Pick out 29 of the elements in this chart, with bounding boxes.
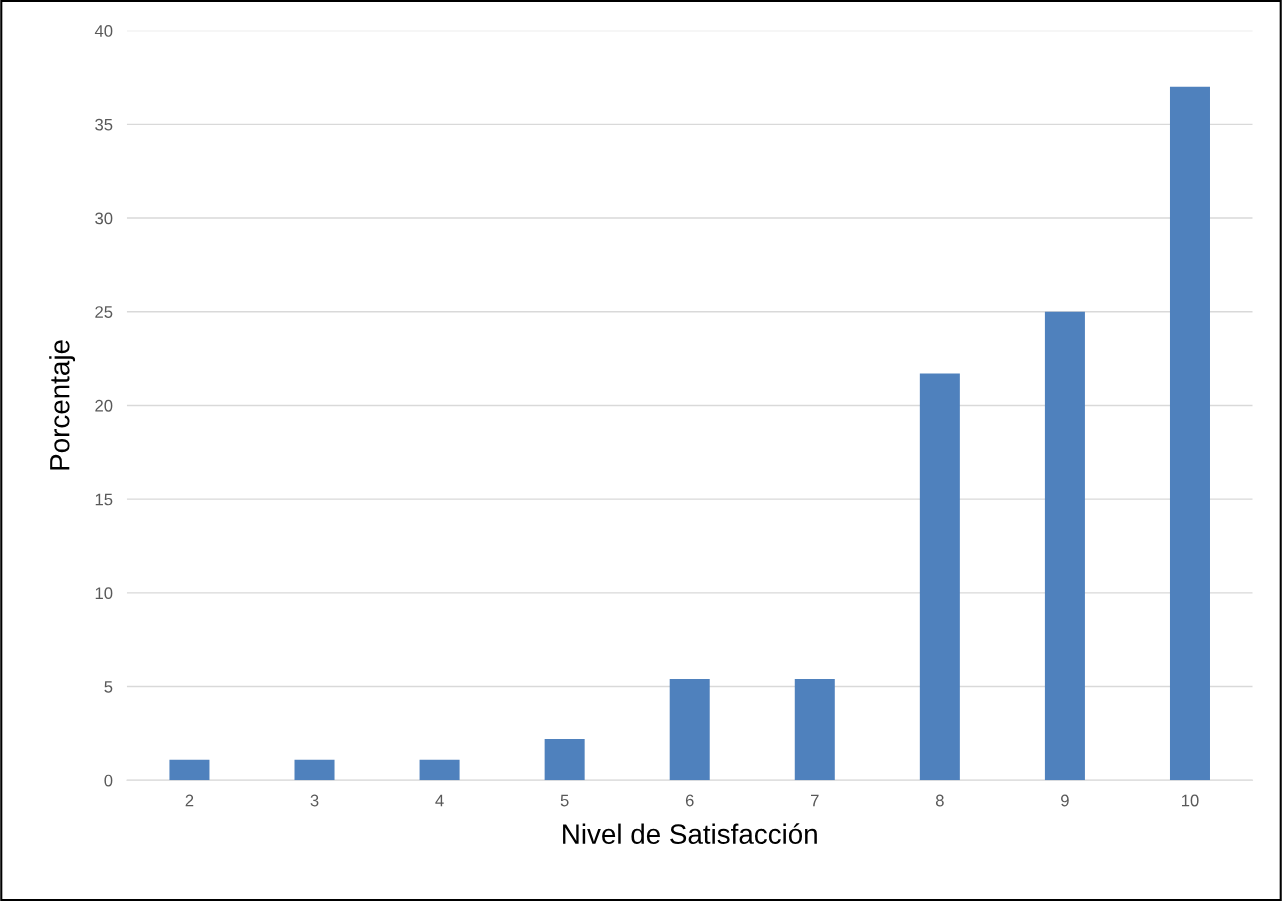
y-tick-label: 35: [95, 118, 113, 131]
y-tick-label: 0: [104, 774, 113, 787]
x-tick-label: 5: [560, 794, 569, 807]
y-tick-label: 40: [94, 25, 113, 37]
x-tick-label: 8: [935, 794, 944, 807]
bar: [1169, 86, 1210, 781]
bar: [919, 373, 960, 781]
x-tick-label: 3: [310, 794, 319, 807]
bar: [1044, 311, 1085, 781]
bar: [669, 679, 710, 781]
x-tick-label: 4: [435, 794, 444, 807]
y-tick-label: 30: [95, 212, 113, 225]
y-tick-label: 25: [95, 306, 113, 318]
y-axis-title: Porcentaje: [49, 340, 76, 470]
bar: [544, 739, 585, 781]
y-tick-label: 20: [95, 399, 113, 412]
y-tick-label: 10: [95, 587, 113, 600]
x-tick-label: 10: [1181, 794, 1199, 807]
y-tick-label: 15: [95, 493, 113, 506]
x-tick-label: 6: [685, 794, 694, 807]
bar: [794, 679, 835, 781]
bar: [169, 759, 210, 781]
x-axis-title: Nivel de Satisfacción: [563, 823, 817, 844]
x-tick-label: 9: [1061, 794, 1069, 807]
bar: [294, 759, 335, 781]
bar: [419, 759, 460, 781]
y-tick-label: 5: [104, 681, 113, 693]
x-tick-label: 2: [185, 794, 194, 807]
x-tick-label: 7: [811, 794, 819, 807]
